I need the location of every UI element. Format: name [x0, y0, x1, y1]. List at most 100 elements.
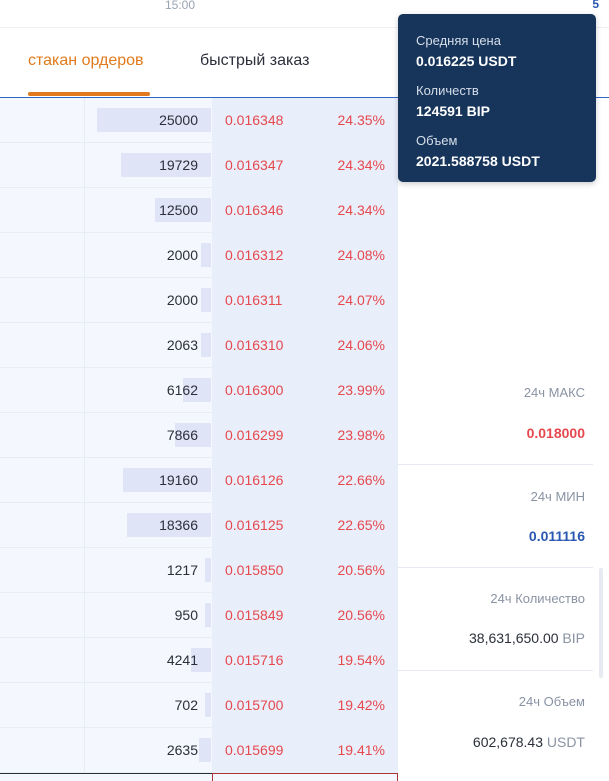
price-column-bg: [212, 458, 398, 503]
orderbook-row[interactable]: 2000 0.016312 24.08%: [0, 233, 398, 278]
order-summary-tooltip: Средняя цена 0.016225 USDT Количеств 124…: [398, 14, 596, 182]
order-change-percent: 24.06%: [337, 337, 385, 353]
order-price: 0.016126: [225, 472, 284, 488]
depth-bar: [201, 288, 211, 312]
order-quantity: 6162: [166, 382, 198, 398]
price-column-bg: [212, 278, 398, 323]
orderbook-row[interactable]: 2000 0.016311 24.07%: [0, 278, 398, 323]
avg-price-label: Средняя цена: [416, 33, 501, 48]
orderbook-row[interactable]: 1217 0.015850 20.56%: [0, 548, 398, 593]
orderbook-row[interactable]: 4241 0.015716 19.54%: [0, 638, 398, 683]
spread-row-highlight: [212, 773, 398, 781]
orderbook-row[interactable]: 7866 0.016299 23.98%: [0, 413, 398, 458]
orderbook-row[interactable]: 2635 0.015699 19.41%: [0, 728, 398, 773]
depth-bar: [127, 513, 211, 537]
volume-24h-value: 602,678.43 USDT: [473, 734, 585, 750]
order-change-percent: 24.07%: [337, 292, 385, 308]
price-column-bg: [212, 548, 398, 593]
low-24h-value: 0.011116: [528, 528, 585, 544]
quantity-value: 124591 BIP: [416, 103, 490, 119]
orderbook-row[interactable]: 19160 0.016126 22.66%: [0, 458, 398, 503]
order-quantity: 19160: [159, 472, 198, 488]
order-change-percent: 23.98%: [337, 427, 385, 443]
order-price: 0.016348: [225, 112, 284, 128]
depth-bar: [201, 243, 211, 267]
avg-price-value: 0.016225 USDT: [416, 53, 517, 69]
low-24h-label: 24ч МИН: [530, 489, 585, 504]
tab-orderbook[interactable]: стакан ордеров: [28, 52, 144, 69]
order-quantity: 1217: [166, 562, 198, 578]
volume-number: 602,678.43: [472, 734, 543, 750]
divider: [0, 773, 212, 774]
time-label: 15:00: [165, 0, 196, 12]
orderbook-row[interactable]: 950 0.015849 20.56%: [0, 593, 398, 638]
divider: [398, 464, 593, 465]
orderbook-row[interactable]: 6162 0.016300 23.99%: [0, 368, 398, 413]
axis-value: 5: [592, 0, 599, 11]
order-price: 0.015716: [225, 652, 284, 668]
order-price: 0.015700: [225, 697, 284, 713]
order-quantity: 2635: [166, 742, 198, 758]
order-quantity: 2063: [166, 337, 198, 353]
volume-qty-number: 38,631,650.00: [469, 630, 559, 646]
order-change-percent: 19.54%: [337, 652, 385, 668]
depth-bar: [205, 558, 211, 582]
volume-label: Объем: [416, 133, 458, 148]
order-quantity: 4241: [166, 652, 198, 668]
order-price: 0.015849: [225, 607, 284, 623]
price-column-bg: [212, 593, 398, 638]
active-tab-indicator: [28, 92, 150, 96]
volume-24h-label: 24ч Объем: [518, 694, 585, 709]
order-price: 0.016125: [225, 517, 284, 533]
order-quantity: 12500: [159, 202, 198, 218]
depth-bar: [201, 333, 211, 357]
depth-bar: [175, 423, 211, 447]
price-column-bg: [212, 368, 398, 413]
depth-bar: [205, 693, 211, 717]
volume-qty-24h-label: 24ч Количество: [490, 591, 585, 606]
order-change-percent: 24.34%: [337, 157, 385, 173]
order-change-percent: 19.41%: [337, 742, 385, 758]
divider: [398, 670, 593, 671]
order-change-percent: 24.35%: [337, 112, 385, 128]
price-column-bg: [212, 188, 398, 233]
order-quantity: 25000: [159, 112, 198, 128]
high-24h-label: 24ч МАКС: [523, 385, 585, 400]
divider: [398, 567, 593, 568]
order-price: 0.016310: [225, 337, 284, 353]
volume-value: 2021.588758 USDT: [416, 153, 540, 169]
volume-qty-unit: BIP: [562, 630, 585, 646]
price-column-bg: [212, 233, 398, 278]
order-book[interactable]: 25000 0.016348 24.35% 19729 0.016347 24.34% 12…: [0, 98, 398, 781]
depth-bar: [97, 108, 211, 132]
order-change-percent: 24.08%: [337, 247, 385, 263]
order-price: 0.016346: [225, 202, 284, 218]
order-change-percent: 23.99%: [337, 382, 385, 398]
price-column-bg: [212, 503, 398, 548]
order-quantity: 950: [174, 607, 198, 623]
scrollbar[interactable]: [599, 568, 603, 678]
order-change-percent: 24.34%: [337, 202, 385, 218]
tab-quick-order[interactable]: быстрый заказ: [200, 52, 310, 69]
depth-bar: [205, 603, 211, 627]
order-change-percent: 20.56%: [337, 607, 385, 623]
quantity-label: Количеств: [416, 83, 479, 98]
order-price: 0.016299: [225, 427, 284, 443]
order-price: 0.016300: [225, 382, 284, 398]
orderbook-row[interactable]: 12500 0.016346 24.34%: [0, 188, 398, 233]
depth-bar: [121, 153, 211, 177]
orderbook-row[interactable]: 702 0.015700 19.42%: [0, 683, 398, 728]
orderbook-row[interactable]: 25000 0.016348 24.35%: [0, 98, 398, 143]
depth-bar: [199, 738, 211, 762]
depth-bar: [155, 198, 211, 222]
order-price: 0.016311: [225, 292, 283, 308]
order-quantity: 19729: [159, 157, 198, 173]
price-column-bg: [212, 323, 398, 368]
order-price: 0.015699: [225, 742, 284, 758]
orderbook-row[interactable]: 19729 0.016347 24.34%: [0, 143, 398, 188]
orderbook-row[interactable]: 18366 0.016125 22.65%: [0, 503, 398, 548]
depth-bar: [191, 648, 211, 672]
orderbook-row[interactable]: 2063 0.016310 24.06%: [0, 323, 398, 368]
order-quantity: 2000: [166, 292, 198, 308]
